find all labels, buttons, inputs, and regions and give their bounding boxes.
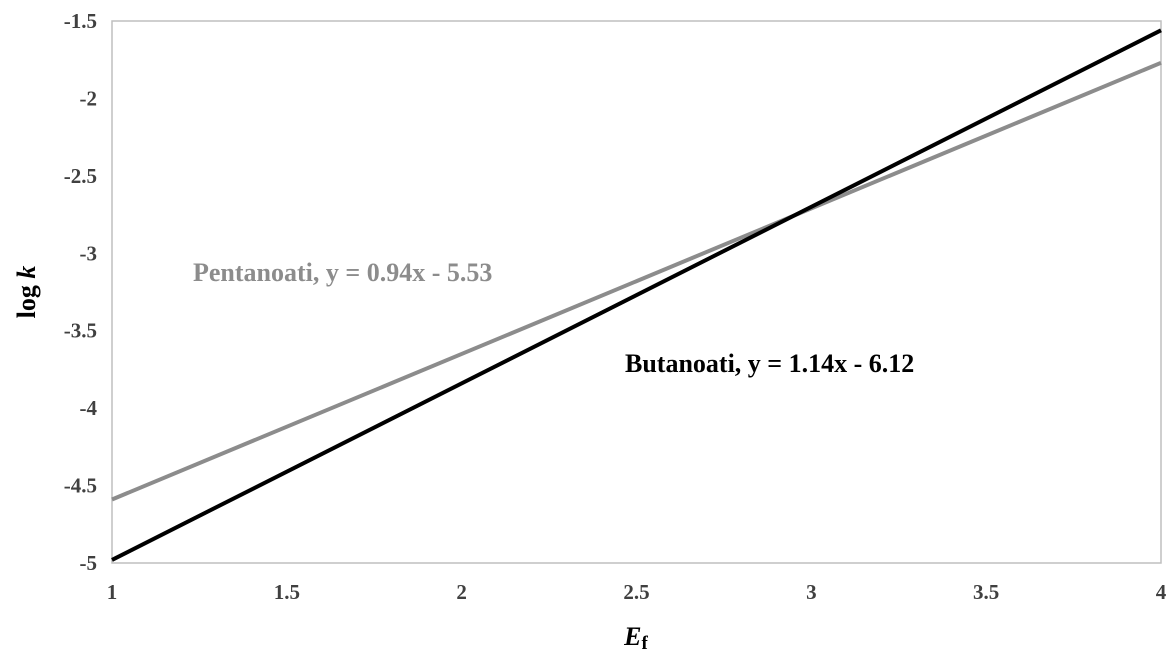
y-tick-label: -2	[80, 86, 98, 110]
y-tick-label: -1.5	[64, 9, 97, 33]
y-axis-title: log k	[12, 266, 41, 319]
y-tick-label: -3.5	[64, 319, 97, 343]
x-tick-label: 2.5	[623, 580, 649, 604]
x-tick-label: 1	[107, 580, 118, 604]
y-tick-label: -5	[80, 551, 98, 575]
y-tick-labels: -1.5 -2 -2.5 -3 -3.5 -4 -4.5 -5	[64, 9, 98, 575]
y-tick-label: -4.5	[64, 474, 97, 498]
series-lines	[111, 28, 1162, 562]
x-tick-label: 3.5	[973, 580, 999, 604]
x-tick-label: 2	[456, 580, 467, 604]
x-axis-title: Ef	[623, 622, 648, 651]
x-tick-label: 4	[1156, 580, 1167, 604]
series-line-pentanoati	[111, 60, 1162, 502]
series-line-butanoati	[111, 28, 1162, 562]
series-annotation-pentanoati: Pentanoati, y = 0.94x - 5.53	[193, 258, 492, 287]
x-tick-labels: 1 1.5 2 2.5 3 3.5 4	[107, 580, 1167, 604]
x-tick-label: 1.5	[274, 580, 300, 604]
y-tick-label: -4	[80, 396, 98, 420]
y-tick-label: -2.5	[64, 164, 97, 188]
y-tick-label: -3	[80, 241, 98, 265]
x-tick-label: 3	[806, 580, 817, 604]
series-annotation-butanoati: Butanoati, y = 1.14x - 6.12	[625, 349, 914, 378]
